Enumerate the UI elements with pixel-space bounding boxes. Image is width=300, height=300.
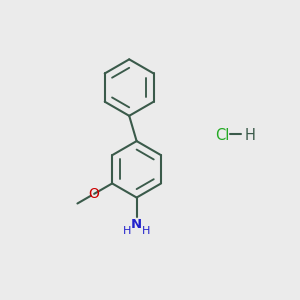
Text: O: O	[89, 187, 100, 201]
Text: H: H	[142, 226, 150, 236]
Text: H: H	[245, 128, 256, 142]
Text: N: N	[131, 218, 142, 231]
Text: Cl: Cl	[215, 128, 230, 142]
Text: H: H	[123, 226, 131, 236]
